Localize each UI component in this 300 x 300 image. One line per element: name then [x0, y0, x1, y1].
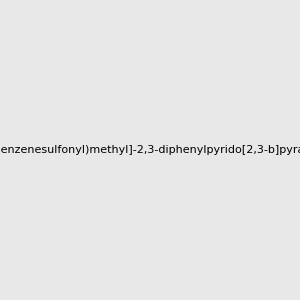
- Text: 8-[(Benzenesulfonyl)methyl]-2,3-diphenylpyrido[2,3-b]pyrazine: 8-[(Benzenesulfonyl)methyl]-2,3-diphenyl…: [0, 145, 300, 155]
